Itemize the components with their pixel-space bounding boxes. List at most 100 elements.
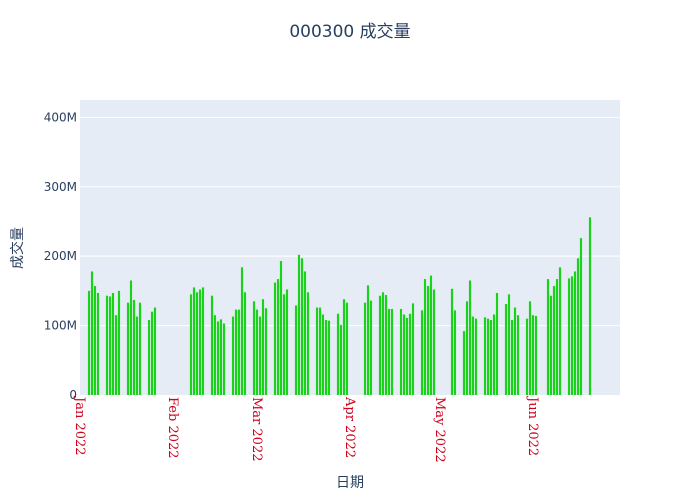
volume-bar	[261, 299, 265, 395]
volume-bar	[507, 294, 511, 395]
volume-bar	[489, 320, 493, 395]
volume-bar	[504, 304, 508, 395]
volume-bar	[579, 238, 583, 395]
volume-bar	[573, 271, 577, 395]
y-tick-label: 0	[69, 388, 77, 402]
x-tick-label: Jan 2022	[72, 395, 87, 456]
y-axis-label: 成交量	[9, 227, 26, 269]
volume-bar	[285, 289, 289, 395]
volume-bar	[474, 318, 478, 395]
volume-bar	[549, 295, 553, 395]
volume-bar	[468, 280, 472, 395]
volume-bar	[150, 311, 154, 395]
volume-bar	[234, 309, 238, 395]
x-tick-label: May 2022	[432, 397, 447, 463]
volume-bar	[306, 292, 310, 395]
y-tick-label: 300M	[44, 180, 77, 194]
volume-bar	[222, 323, 226, 395]
volume-bar	[366, 285, 370, 395]
y-tick-label: 100M	[44, 319, 77, 333]
volume-bar	[420, 310, 424, 395]
volume-bar	[126, 302, 130, 395]
plot-area	[80, 100, 620, 395]
volume-bar	[432, 289, 436, 395]
volume-bar	[114, 315, 118, 395]
volume-bar	[405, 317, 409, 395]
y-tick-label: 400M	[44, 110, 77, 124]
volume-bar	[87, 290, 91, 395]
volume-bar	[555, 279, 559, 395]
volume-bar	[132, 299, 136, 395]
volume-bar	[546, 279, 550, 395]
volume-bar	[492, 314, 496, 395]
volume-bar	[528, 301, 532, 395]
volume-bar	[147, 320, 151, 395]
x-axis-label: 日期	[336, 475, 364, 491]
volume-bar	[390, 308, 394, 395]
volume-bar	[297, 254, 301, 395]
volume-bar	[558, 267, 562, 395]
volume-bar	[318, 307, 322, 395]
volume-bar	[219, 319, 223, 395]
volume-bar	[462, 331, 466, 395]
y-tick-label: 200M	[44, 249, 77, 263]
volume-bar	[195, 292, 199, 395]
volume-bar	[411, 303, 415, 395]
volume-bar	[255, 309, 259, 395]
volume-bar	[96, 292, 100, 395]
volume-bar	[231, 316, 235, 395]
volume-bar	[240, 267, 244, 395]
volume-bar	[279, 261, 283, 395]
volume-bar	[486, 318, 490, 395]
volume-bar	[471, 316, 475, 395]
volume-bar	[111, 292, 115, 395]
volume-bar	[315, 307, 319, 395]
x-tick-label: Feb 2022	[165, 397, 180, 459]
volume-bar	[117, 290, 121, 395]
volume-bar	[93, 286, 97, 395]
volume-bar	[300, 258, 304, 395]
volume-bar	[192, 287, 196, 395]
x-tick-label: Jun 2022	[525, 395, 540, 456]
volume-bar	[294, 305, 298, 395]
volume-bar	[108, 296, 112, 395]
volume-bar	[135, 316, 139, 395]
volume-bar	[282, 294, 286, 395]
volume-bar	[216, 321, 220, 395]
volume-bar	[399, 308, 403, 395]
volume-bar	[276, 279, 280, 395]
volume-bar	[387, 308, 391, 395]
volume-bar	[423, 279, 427, 395]
volume-bar	[426, 286, 430, 395]
volume-bar	[495, 292, 499, 395]
volume-bar	[210, 295, 214, 395]
volume-bar	[453, 310, 457, 395]
x-tick-label: Apr 2022	[342, 396, 357, 458]
volume-bar	[153, 307, 157, 395]
y-axis-ticks: 0 100M 200M 300M 400M	[44, 110, 77, 402]
volume-bar	[252, 301, 256, 395]
volume-bar	[90, 271, 94, 395]
volume-bar	[567, 278, 571, 395]
volume-bar	[450, 288, 454, 395]
volume-bar	[534, 315, 538, 395]
volume-bar	[138, 302, 142, 395]
volume-bar	[321, 314, 325, 395]
volume-bar	[531, 315, 535, 395]
volume-bar	[336, 313, 340, 395]
volume-bar	[525, 318, 529, 395]
volume-bar	[381, 292, 385, 395]
volume-bar	[369, 300, 373, 395]
volume-bar	[105, 295, 109, 395]
volume-bar	[339, 324, 343, 395]
x-tick-label: Mar 2022	[249, 397, 264, 462]
volume-bar	[198, 289, 202, 395]
volume-bar	[342, 299, 346, 395]
chart-title: 000300 成交量	[289, 22, 410, 42]
volume-bar	[189, 294, 193, 395]
volume-bar	[327, 320, 331, 395]
volume-bar	[324, 320, 328, 395]
bars	[87, 217, 592, 395]
volume-bar	[378, 295, 382, 395]
